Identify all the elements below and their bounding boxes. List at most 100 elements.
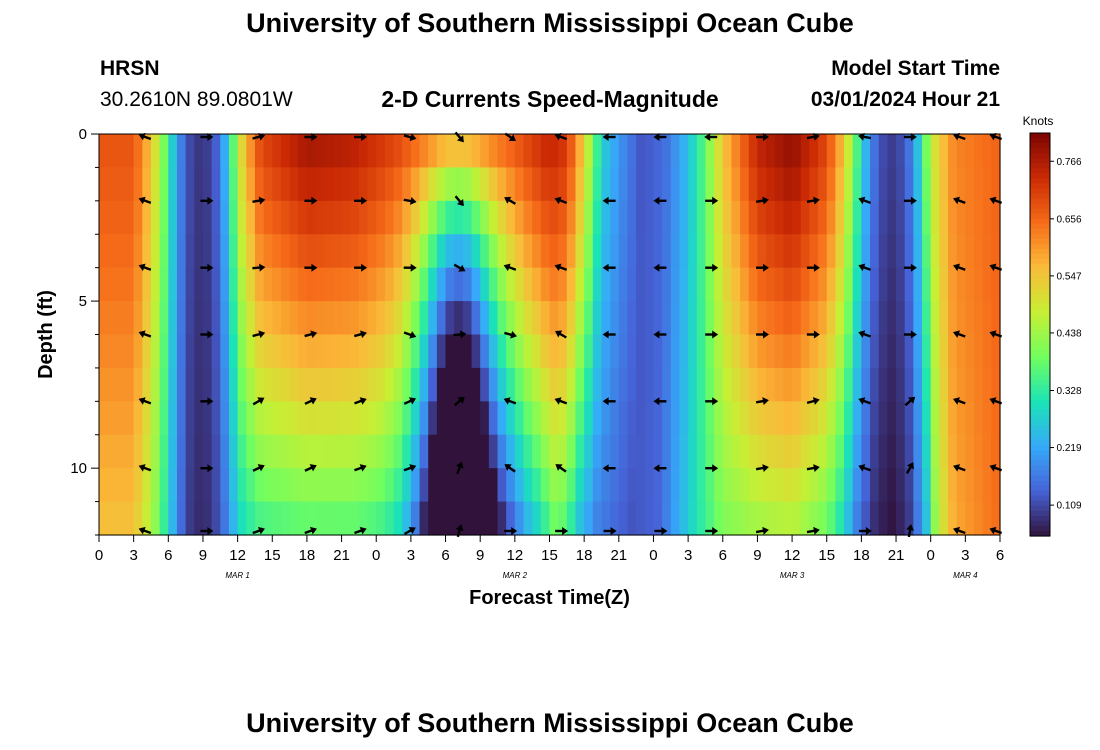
heatmap-cell bbox=[133, 367, 143, 402]
heatmap-cell bbox=[558, 367, 568, 402]
heatmap-cell bbox=[211, 334, 221, 369]
colorbar-segment bbox=[1030, 475, 1050, 482]
heatmap-cell bbox=[679, 234, 689, 269]
colorbar-segment bbox=[1030, 299, 1050, 305]
heatmap-cell bbox=[930, 267, 940, 302]
heatmap-cell bbox=[679, 167, 689, 202]
heatmap-cell bbox=[939, 401, 949, 436]
heatmap-cell bbox=[722, 367, 733, 402]
heatmap-cell bbox=[705, 434, 715, 469]
heatmap-cell bbox=[445, 401, 455, 436]
heatmap-cell bbox=[471, 501, 481, 536]
current-vector-arrow bbox=[554, 196, 568, 205]
heatmap-cell bbox=[367, 367, 377, 402]
heatmap-cell bbox=[488, 134, 499, 169]
heatmap-cell bbox=[948, 200, 958, 235]
heatmap-cell bbox=[306, 468, 317, 503]
heatmap-cell bbox=[896, 501, 906, 536]
heatmap-cell bbox=[800, 301, 810, 336]
heatmap-cell bbox=[159, 367, 169, 402]
heatmap-cell bbox=[532, 301, 542, 336]
heatmap-cell bbox=[419, 301, 429, 336]
current-vector-arrow bbox=[653, 196, 667, 205]
heatmap-cell bbox=[627, 367, 637, 402]
heatmap-cell bbox=[133, 434, 143, 469]
current-vector-arrow bbox=[555, 330, 567, 339]
heatmap-cell bbox=[670, 200, 681, 235]
heatmap-cell bbox=[610, 234, 620, 269]
current-vector-arrow bbox=[705, 196, 719, 205]
heatmap-cell bbox=[358, 267, 369, 302]
heatmap-cell bbox=[748, 367, 759, 402]
heatmap-cell bbox=[939, 334, 949, 369]
heatmap-cell bbox=[835, 234, 845, 269]
heatmap-cell bbox=[462, 401, 473, 436]
heatmap-cell bbox=[358, 334, 369, 369]
heatmap-cell bbox=[176, 401, 187, 436]
heatmap-cell bbox=[298, 434, 308, 469]
heatmap-cell bbox=[393, 234, 403, 269]
heatmap-cell bbox=[211, 200, 221, 235]
heatmap-cell bbox=[722, 301, 733, 336]
heatmap-cell bbox=[428, 167, 438, 202]
heatmap-cell bbox=[506, 468, 516, 503]
heatmap-cell bbox=[610, 501, 620, 536]
heatmap-cell bbox=[341, 167, 351, 202]
current-vector-arrow bbox=[353, 330, 367, 339]
heatmap-cell bbox=[670, 234, 681, 269]
heatmap-cell bbox=[662, 367, 672, 402]
heatmap-cell bbox=[549, 334, 559, 369]
heatmap-cell bbox=[627, 134, 637, 169]
heatmap-cell bbox=[913, 468, 923, 503]
heatmap-cell bbox=[289, 301, 299, 336]
colorbar-segment bbox=[1030, 213, 1050, 220]
heatmap-cell bbox=[956, 334, 966, 369]
heatmap-cell bbox=[896, 134, 906, 169]
heatmap-cell bbox=[540, 301, 551, 336]
x-tick-label: 12 bbox=[507, 547, 524, 564]
heatmap-cell bbox=[991, 501, 1001, 536]
heatmap-cell bbox=[731, 468, 741, 503]
heatmap-cell bbox=[679, 468, 689, 503]
heatmap-cell bbox=[272, 167, 282, 202]
heatmap-cell bbox=[930, 334, 940, 369]
heatmap-cell bbox=[653, 401, 663, 436]
heatmap-cell bbox=[497, 267, 507, 302]
heatmap-cell bbox=[818, 401, 828, 436]
heatmap-cell bbox=[471, 167, 481, 202]
current-vector-arrow bbox=[138, 132, 152, 141]
heatmap-cell bbox=[592, 301, 603, 336]
heatmap-cell bbox=[558, 267, 568, 302]
heatmap-cell bbox=[332, 468, 343, 503]
heatmap-cell bbox=[965, 334, 975, 369]
heatmap-cell bbox=[549, 501, 559, 536]
heatmap-cell bbox=[523, 234, 533, 269]
heatmap-cell bbox=[107, 367, 117, 402]
heatmap-cell bbox=[471, 267, 481, 302]
colorbar-segment bbox=[1030, 394, 1050, 401]
heatmap-cell bbox=[610, 167, 620, 202]
heatmap-cell bbox=[393, 501, 403, 536]
current-vector-arrow bbox=[953, 464, 966, 472]
heatmap-cell bbox=[384, 200, 395, 235]
heatmap-cell bbox=[384, 301, 395, 336]
heatmap-cell bbox=[740, 434, 750, 469]
heatmap-cell bbox=[766, 367, 776, 402]
heatmap-cell bbox=[696, 167, 707, 202]
heatmap-cell bbox=[523, 267, 533, 302]
colorbar-segment bbox=[1030, 243, 1050, 250]
current-vector-arrow bbox=[455, 461, 464, 475]
heatmap-cell bbox=[280, 401, 291, 436]
heatmap-cell bbox=[861, 434, 871, 469]
heatmap-cell bbox=[844, 200, 854, 235]
current-vector-arrow bbox=[403, 197, 417, 205]
heatmap-cell bbox=[861, 134, 871, 169]
heatmap-cell bbox=[454, 200, 464, 235]
current-vector-arrow bbox=[653, 263, 667, 272]
heatmap-cell bbox=[272, 367, 282, 402]
current-vector-arrow bbox=[454, 396, 465, 407]
heatmap-cell bbox=[627, 301, 637, 336]
heatmap-cell bbox=[280, 167, 291, 202]
heatmap-cell bbox=[211, 434, 221, 469]
heatmap-cell bbox=[358, 234, 369, 269]
